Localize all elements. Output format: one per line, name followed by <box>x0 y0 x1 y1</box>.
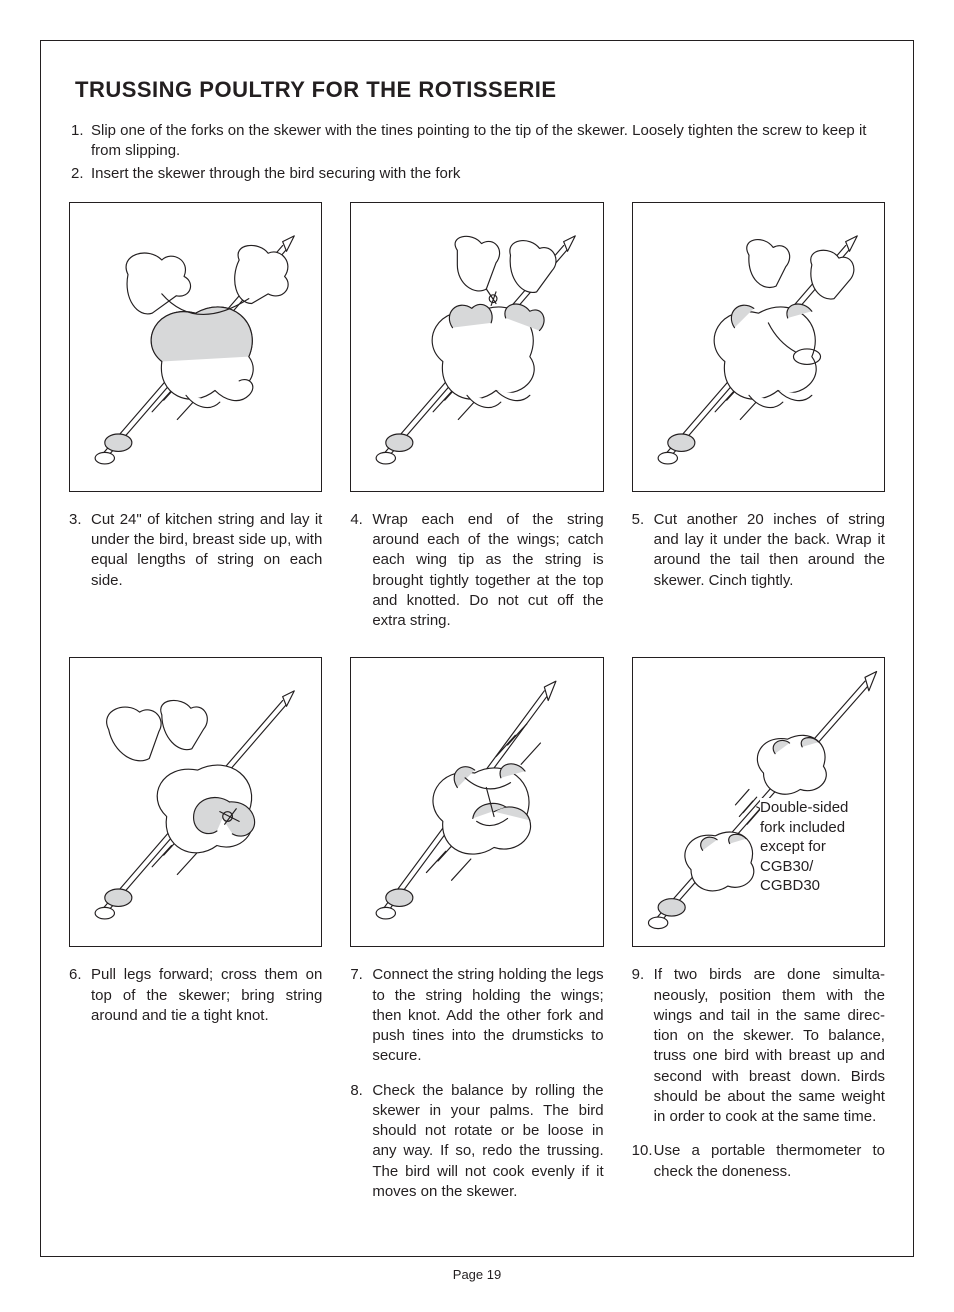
step-3-num: 3. <box>69 510 91 591</box>
step-9-text: If two birds are done simulta­neously, p… <box>654 965 885 1127</box>
page-title: TRUSSING POULTRY FOR THE ROTISSERIE <box>75 77 885 103</box>
col-1c: 5. Cut another 20 inches of string and l… <box>632 202 885 646</box>
step-5-text: Cut another 20 inches of string and lay … <box>654 510 885 591</box>
step-10-text: Use a portable thermometer to check the … <box>654 1141 885 1182</box>
figure-6 <box>69 657 322 947</box>
figure-3 <box>69 202 322 492</box>
step-8-num: 8. <box>350 1081 372 1203</box>
col-1b: 4. Wrap each end of the string around ea… <box>350 202 603 646</box>
step-9: 9. If two birds are done simulta­neously… <box>632 965 885 1127</box>
step-3: 3. Cut 24" of kitchen string and lay it … <box>69 510 322 591</box>
step-5: 5. Cut another 20 inches of string and l… <box>632 510 885 591</box>
step-9-num: 9. <box>632 965 654 1127</box>
illustration-step3 <box>70 203 321 491</box>
col-2a: 6. Pull legs forward; cross them on top … <box>69 657 322 1216</box>
step-4-num: 4. <box>350 510 372 632</box>
illustration-step6 <box>70 658 321 946</box>
figure-5 <box>632 202 885 492</box>
step-8: 8. Check the balance by rolling the skew… <box>350 1081 603 1203</box>
intro-item-2: 2. Insert the skewer through the bird se… <box>71 164 885 184</box>
figure-7 <box>350 657 603 947</box>
step-7-num: 7. <box>350 965 372 1066</box>
step-6-num: 6. <box>69 965 91 1026</box>
page-frame: TRUSSING POULTRY FOR THE ROTISSERIE 1. S… <box>40 40 914 1257</box>
intro-text-1: Slip one of the forks on the skewer with… <box>91 121 885 162</box>
figure-4 <box>350 202 603 492</box>
col-2b: 7. Connect the string holding the legs t… <box>350 657 603 1216</box>
intro-list: 1. Slip one of the forks on the skewer w… <box>71 121 885 184</box>
row-2: 6. Pull legs forward; cross them on top … <box>69 657 885 1216</box>
illustration-step5 <box>633 203 884 491</box>
step-10-num: 10. <box>632 1141 654 1182</box>
col-2c: Double-sided fork included except for CG… <box>632 657 885 1216</box>
illustration-step4 <box>351 203 602 491</box>
figure-9: Double-sided fork included except for CG… <box>632 657 885 947</box>
col-1a: 3. Cut 24" of kitchen string and lay it … <box>69 202 322 646</box>
step-7-text: Connect the string holding the legs to t… <box>372 965 603 1066</box>
step-4-text: Wrap each end of the string around each … <box>372 510 603 632</box>
step-6-text: Pull legs forward; cross them on top of … <box>91 965 322 1026</box>
step-10: 10. Use a portable thermometer to check … <box>632 1141 885 1182</box>
page-number: Page 19 <box>40 1267 914 1282</box>
step-6: 6. Pull legs forward; cross them on top … <box>69 965 322 1026</box>
intro-item-1: 1. Slip one of the forks on the skewer w… <box>71 121 885 162</box>
intro-num-1: 1. <box>71 121 91 162</box>
step-7: 7. Connect the string holding the legs t… <box>350 965 603 1066</box>
callout-label: Double-sided fork included except for CG… <box>760 798 870 896</box>
intro-text-2: Insert the skewer through the bird secur… <box>91 164 460 184</box>
row-1: 3. Cut 24" of kitchen string and lay it … <box>69 202 885 646</box>
step-8-text: Check the balance by rolling the skewer … <box>372 1081 603 1203</box>
step-3-text: Cut 24" of kitchen string and lay it und… <box>91 510 322 591</box>
illustration-step7 <box>351 658 602 946</box>
step-4: 4. Wrap each end of the string around ea… <box>350 510 603 632</box>
intro-num-2: 2. <box>71 164 91 184</box>
step-5-num: 5. <box>632 510 654 591</box>
